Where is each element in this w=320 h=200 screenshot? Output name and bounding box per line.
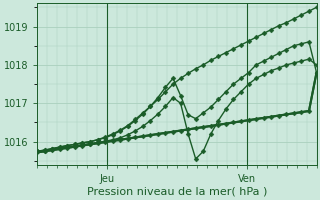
X-axis label: Pression niveau de la mer( hPa ): Pression niveau de la mer( hPa )	[87, 187, 267, 197]
